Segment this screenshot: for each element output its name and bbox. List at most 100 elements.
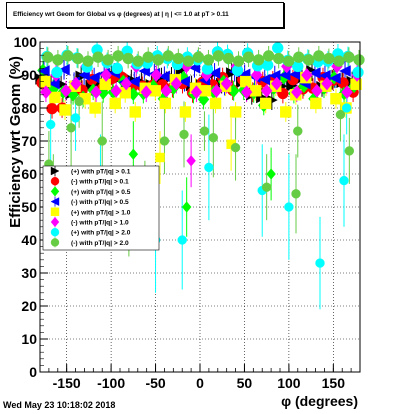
data-markers bbox=[35, 42, 365, 268]
legend-label: (+) with pT/|q| > 0.1 bbox=[71, 169, 131, 176]
data-point-series-3 bbox=[88, 71, 100, 84]
outlier-point bbox=[344, 146, 355, 156]
data-point-series-7 bbox=[353, 54, 365, 66]
data-point-series-5 bbox=[311, 83, 323, 98]
data-point-series-5 bbox=[110, 83, 122, 98]
y-tick-label: 70 bbox=[21, 133, 37, 149]
data-point-series-4 bbox=[310, 97, 322, 110]
data-point-series-3 bbox=[58, 63, 70, 76]
data-point-series-7 bbox=[323, 52, 335, 65]
y-axis-label: Efficiency wrt Geom (%) bbox=[7, 56, 24, 228]
x-tick-label: -50 bbox=[145, 375, 165, 391]
outlier-point bbox=[179, 129, 189, 140]
outlier-point bbox=[293, 126, 303, 136]
data-point-series-7 bbox=[112, 50, 124, 62]
data-point-series-6 bbox=[111, 62, 123, 75]
axis-ticks: -150 -100 -50 0 50 100 150 0 10 20 30 40 50 60 70 80 90 1… bbox=[14, 34, 361, 391]
timestamp: Wed May 23 10:18:02 2018 bbox=[3, 400, 116, 410]
data-point-series-5 bbox=[170, 76, 183, 91]
data-point-series-4 bbox=[109, 97, 121, 110]
data-point-series-4 bbox=[229, 106, 242, 118]
outlier-point bbox=[128, 148, 139, 160]
outlier-point bbox=[66, 123, 76, 133]
y-tick-label: 0 bbox=[29, 364, 37, 380]
outlier-point bbox=[155, 152, 165, 163]
legend-label: (-) with pT/|q| > 0.5 bbox=[71, 199, 129, 206]
data-point-series-7 bbox=[293, 51, 305, 63]
legend-label: (+) with pT/|q| > 1.0 bbox=[71, 209, 131, 216]
data-point-series-4 bbox=[149, 85, 162, 97]
data-point-series-7 bbox=[192, 51, 205, 63]
data-point-series-7 bbox=[122, 52, 134, 65]
outlier-point bbox=[341, 103, 352, 113]
x-tick-label: -150 bbox=[53, 375, 81, 391]
data-point-series-7 bbox=[72, 52, 84, 65]
y-tick-label: 10 bbox=[21, 331, 37, 347]
data-point-series-6 bbox=[272, 42, 284, 54]
outlier-point bbox=[70, 113, 81, 123]
legend-label: (+) with pT/|q| > 2.0 bbox=[71, 230, 131, 237]
data-point-series-7 bbox=[142, 51, 154, 63]
outlier-point bbox=[74, 96, 84, 107]
data-point-series-4 bbox=[129, 106, 141, 118]
legend-label: (-) with pT/|q| > 2.0 bbox=[71, 240, 129, 247]
outlier-point bbox=[97, 136, 107, 146]
x-tick-label: 100 bbox=[277, 375, 301, 391]
outlier-point bbox=[284, 202, 294, 212]
x-tick-label: 50 bbox=[237, 375, 253, 391]
data-point-series-2 bbox=[197, 92, 210, 107]
data-point-series-4 bbox=[89, 102, 101, 114]
outlier-point bbox=[261, 182, 272, 192]
y-tick-label: 20 bbox=[21, 298, 37, 314]
outlier-point bbox=[186, 155, 196, 167]
data-point-series-7 bbox=[42, 51, 54, 63]
legend-label: (-) with pT/|q| > 1.0 bbox=[71, 220, 129, 227]
data-point-series-3 bbox=[329, 72, 341, 85]
data-point-series-3 bbox=[208, 67, 221, 79]
outlier-point bbox=[291, 189, 301, 199]
data-point-series-7 bbox=[262, 50, 275, 62]
legend-label: (+) with pT/|q| > 0.5 bbox=[71, 189, 131, 196]
outlier-point bbox=[204, 162, 214, 173]
data-point-series-6 bbox=[352, 66, 364, 79]
y-tick-label: 100 bbox=[14, 34, 38, 50]
outlier-point bbox=[159, 136, 170, 146]
legend-box bbox=[42, 165, 160, 251]
data-point-series-4 bbox=[239, 75, 252, 88]
title-box: Efficiency wrt Geom for Global vs φ (deg… bbox=[6, 2, 284, 28]
data-point-series-5 bbox=[190, 85, 203, 100]
legend: (+) with pT/|q| > 0.1 (-) with pT/|q| > 0… bbox=[42, 165, 160, 251]
outlier-point bbox=[266, 168, 276, 180]
outlier-point bbox=[45, 119, 56, 130]
legend-label: (-) with pT/|q| > 0.1 bbox=[71, 179, 129, 186]
data-point-series-7 bbox=[182, 55, 195, 67]
data-point-series-3 bbox=[308, 67, 321, 79]
data-point-series-7 bbox=[52, 54, 64, 66]
outlier-point bbox=[315, 258, 325, 268]
outlier-point bbox=[230, 142, 241, 153]
data-point-series-3 bbox=[339, 65, 351, 77]
outlier-point bbox=[335, 109, 346, 120]
chart-title: Efficiency wrt Geom for Global vs φ (deg… bbox=[13, 11, 229, 18]
y-tick-label: 30 bbox=[21, 265, 37, 281]
data-point-series-5 bbox=[60, 83, 72, 98]
data-point-series-5 bbox=[150, 68, 163, 82]
data-point-series-7 bbox=[92, 51, 104, 63]
data-point-series-4 bbox=[49, 91, 61, 104]
data-point-series-5 bbox=[140, 85, 153, 100]
data-point-series-5 bbox=[301, 68, 313, 82]
outlier-point bbox=[177, 235, 187, 245]
data-point-series-7 bbox=[283, 55, 295, 67]
outlier-point bbox=[181, 201, 192, 213]
data-point-series-5 bbox=[160, 83, 173, 98]
data-point-series-5 bbox=[250, 68, 263, 82]
data-point-series-7 bbox=[333, 55, 345, 67]
data-point-series-4 bbox=[159, 97, 172, 110]
y-tick-label: 50 bbox=[21, 199, 37, 215]
data-point-series-5 bbox=[220, 76, 233, 91]
data-point-series-5 bbox=[341, 85, 353, 100]
data-point-series-6 bbox=[51, 66, 63, 79]
outlier-point bbox=[339, 175, 349, 186]
data-point-series-5 bbox=[291, 85, 303, 100]
data-point-series-7 bbox=[82, 55, 94, 67]
